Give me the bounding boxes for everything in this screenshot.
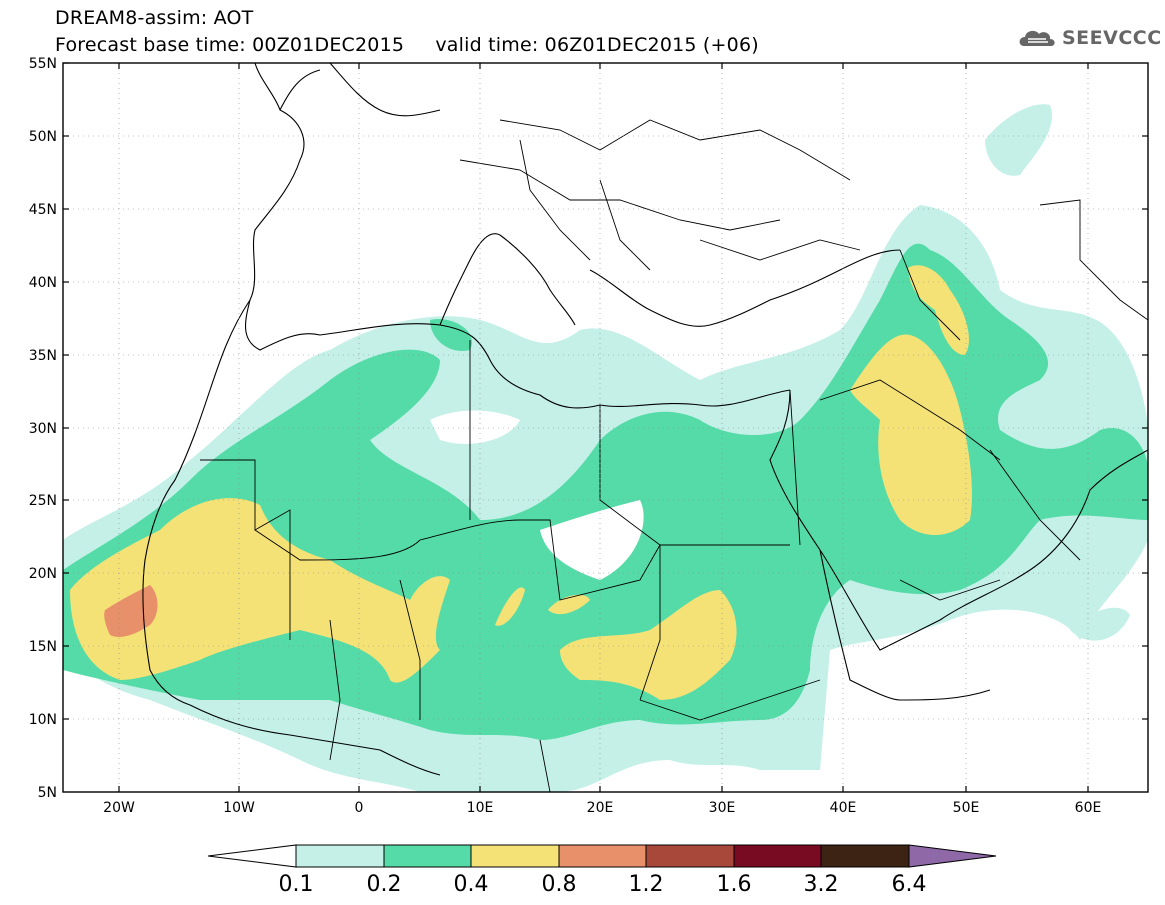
colorbar-label: 0.8 — [541, 872, 577, 897]
lat-label: 35N — [29, 348, 57, 364]
map-grid — [63, 63, 1148, 792]
lat-label: 20N — [29, 566, 57, 582]
lon-label: 30E — [709, 800, 736, 816]
lat-label: 50N — [29, 129, 57, 145]
lat-label: 10N — [29, 712, 57, 728]
colorbar-segment — [295, 844, 385, 868]
country-borders — [200, 119, 1148, 792]
lon-label: 10E — [467, 800, 494, 816]
lon-label: 40E — [830, 800, 857, 816]
colorbar-segment — [383, 844, 472, 868]
colorbar-label: 1.2 — [628, 872, 664, 897]
colorbar-segment — [820, 844, 910, 868]
colorbar-label: 3.2 — [803, 872, 839, 897]
colorbar-label: 6.4 — [891, 872, 927, 897]
lon-label: 50E — [953, 800, 980, 816]
lon-label: 20E — [587, 800, 614, 816]
map-title: DREAM8-assim: AOT — [55, 7, 254, 29]
colorbar-segment — [733, 844, 822, 868]
colorbar-label: 1.6 — [716, 872, 752, 897]
cloud-icon — [1019, 30, 1055, 46]
lat-label: 30N — [29, 421, 57, 437]
lon-label: 10W — [223, 800, 255, 816]
colorbar-segment-high — [908, 844, 997, 868]
forecast-time-line: Forecast base time: 00Z01DEC2015 valid t… — [55, 34, 759, 56]
aot-contour-0.4 — [70, 265, 972, 700]
colorbar-label: 0.2 — [366, 872, 402, 897]
colorbar-label: 0.1 — [278, 872, 314, 897]
lat-label: 40N — [29, 275, 57, 291]
colorbar-label: 0.4 — [453, 872, 489, 897]
lon-label: 20W — [103, 800, 135, 816]
lat-label: 55N — [29, 56, 57, 72]
lat-label: 25N — [29, 493, 57, 509]
aot-contour-gap — [430, 410, 644, 580]
lat-label: 15N — [29, 639, 57, 655]
coastlines — [142, 63, 1148, 776]
logo-text: SEEVCCC — [1062, 27, 1162, 49]
lon-label: 0 — [355, 800, 364, 816]
colorbar-segment — [470, 844, 560, 868]
lon-label: 60E — [1075, 800, 1102, 816]
colorbar-segment-low — [207, 844, 297, 868]
lat-label: 5N — [38, 785, 57, 801]
colorbar-segment — [558, 844, 647, 868]
lat-label: 45N — [29, 202, 57, 218]
colorbar — [207, 844, 997, 868]
colorbar-segment — [645, 844, 735, 868]
axis-ticks — [63, 62, 1148, 792]
